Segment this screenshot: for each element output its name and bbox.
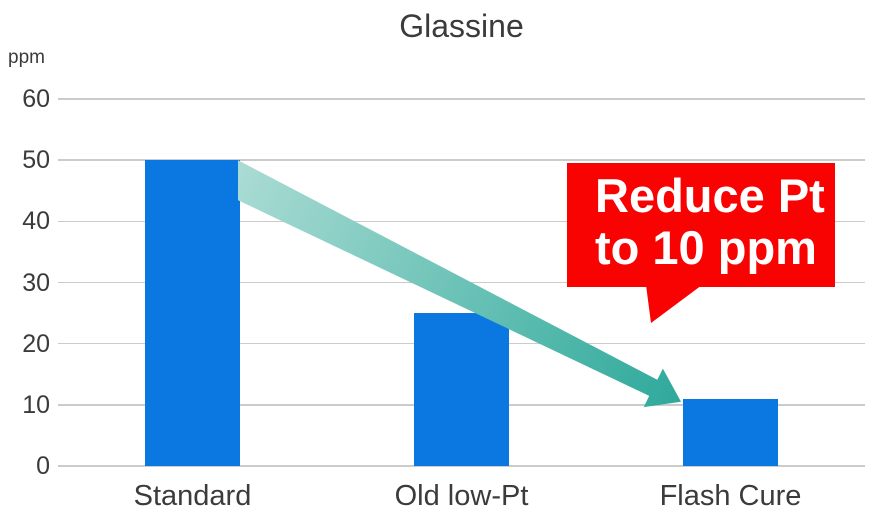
- callout-bubble: Reduce Pt to 10 ppm: [567, 163, 835, 323]
- x-label-flash-cure: Flash Cure: [659, 480, 802, 512]
- y-tick-label-30: 30: [22, 268, 50, 297]
- callout-tail-icon: [646, 285, 702, 323]
- bar-old-low-pt: [414, 313, 509, 466]
- x-label-old-low-pt: Old low-Pt: [394, 480, 529, 512]
- y-tick-label-40: 40: [22, 207, 50, 236]
- y-tick-label-10: 10: [22, 390, 50, 419]
- gridline-60: [58, 98, 865, 100]
- y-tick-label-0: 0: [36, 452, 50, 480]
- gridline-50: [58, 159, 865, 161]
- y-tick-label-50: 50: [22, 146, 50, 175]
- callout-text-line2: to 10 ppm: [595, 221, 817, 274]
- bar-standard: [145, 160, 240, 466]
- chart-title: Glassine: [399, 8, 524, 44]
- callout-text-line1: Reduce Pt: [595, 169, 825, 222]
- y-tick-label-20: 20: [22, 329, 50, 358]
- x-label-standard: Standard: [133, 480, 252, 512]
- bar-flash-cure: [683, 398, 778, 466]
- gridline-0: [58, 465, 865, 467]
- y-tick-label-60: 60: [22, 85, 50, 113]
- y-axis-unit-label: ppm: [8, 47, 45, 68]
